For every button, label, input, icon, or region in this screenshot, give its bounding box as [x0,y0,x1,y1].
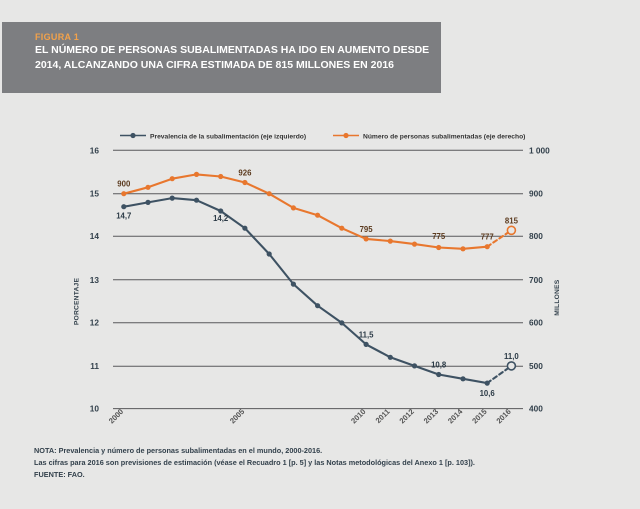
svg-text:10,6: 10,6 [480,389,496,398]
svg-text:900: 900 [117,180,131,189]
svg-text:2000: 2000 [107,407,125,425]
svg-text:15: 15 [90,189,100,199]
svg-text:2005: 2005 [228,407,247,426]
svg-text:2010: 2010 [349,407,367,425]
svg-text:MILLONES: MILLONES [554,279,561,315]
svg-text:16: 16 [90,145,100,155]
svg-text:Prevalencia de la subalimentac: Prevalencia de la subalimentación (eje i… [150,133,306,140]
svg-text:14,7: 14,7 [116,212,131,221]
svg-text:12: 12 [90,318,100,328]
svg-text:795: 795 [360,225,374,234]
svg-text:Número de personas subalimenta: Número de personas subalimentadas (eje d… [363,133,525,140]
svg-text:2014: 2014 [446,407,465,426]
svg-text:926: 926 [238,169,252,178]
svg-text:500: 500 [529,361,543,371]
svg-text:2016: 2016 [494,407,512,425]
svg-text:777: 777 [481,233,494,242]
svg-text:2011: 2011 [374,407,393,426]
svg-text:815: 815 [505,216,519,225]
svg-text:11,0: 11,0 [504,352,519,361]
svg-text:11: 11 [90,361,99,371]
svg-text:900: 900 [529,189,543,199]
svg-text:700: 700 [529,275,543,285]
svg-text:2013: 2013 [422,407,440,425]
svg-text:14: 14 [90,231,100,241]
svg-text:10: 10 [90,404,100,414]
svg-text:2015: 2015 [470,407,489,426]
svg-text:400: 400 [529,404,543,414]
svg-text:1 000: 1 000 [529,145,550,155]
svg-text:800: 800 [529,231,543,241]
svg-text:11,5: 11,5 [359,330,374,339]
svg-text:10,8: 10,8 [431,361,447,370]
svg-text:PORCENTAJE: PORCENTAJE [74,278,81,326]
svg-text:775: 775 [432,232,446,241]
svg-text:14,2: 14,2 [213,214,229,223]
svg-text:2012: 2012 [398,407,416,425]
svg-text:13: 13 [90,275,100,285]
svg-text:600: 600 [529,318,543,328]
